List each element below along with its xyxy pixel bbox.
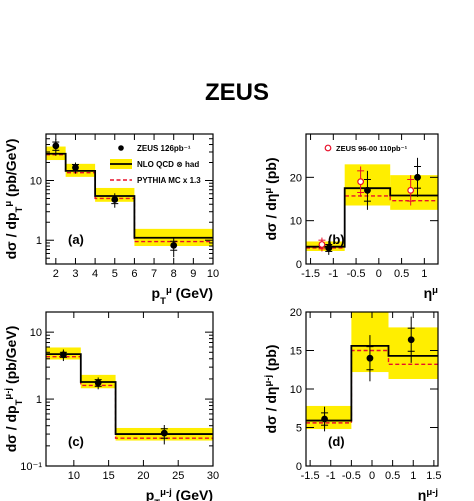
x-tick-label: 4 <box>92 268 98 280</box>
y-tick-label: 1 <box>36 394 42 406</box>
y-tick-label: 10 <box>30 175 42 187</box>
y-tick-label: 10 <box>30 327 42 339</box>
figure-title: ZEUS <box>205 79 269 106</box>
panel-label: (b) <box>328 232 345 247</box>
x-tick-label: 10 <box>207 268 219 280</box>
zeus-point <box>364 186 371 194</box>
y-tick-label: 0 <box>296 259 302 271</box>
y-tick-label: 20 <box>290 307 302 319</box>
legend-marker <box>324 144 332 152</box>
plot-frame <box>45 311 214 467</box>
x-tick-label: -1.5 <box>301 470 320 482</box>
zeus-point <box>170 241 178 249</box>
y-axis-title: dσ / dpTμ (pb/GeV) <box>3 139 25 260</box>
panel-label: (a) <box>68 232 84 247</box>
panel-label: (c) <box>68 434 84 449</box>
x-tick-label: 15 <box>103 470 115 482</box>
zeus-point <box>407 336 415 344</box>
legend-label: NLO QCD ⊗ had <box>137 160 199 169</box>
zeus-96-00-point <box>318 241 326 248</box>
x-tick-label: 2 <box>53 268 59 280</box>
x-axis-title: pTμ-j (GeV) <box>146 487 213 501</box>
pythia-line <box>306 349 438 424</box>
x-tick-label: 1.5 <box>426 470 441 482</box>
zeus-point <box>325 244 333 252</box>
nlo-band-bin <box>388 327 438 379</box>
zeus-point <box>111 196 119 203</box>
zeus-point <box>321 415 328 423</box>
panel-label: (d) <box>328 434 345 449</box>
nlo-band-bin <box>306 405 352 430</box>
y-tick-label: 15 <box>290 346 302 358</box>
legend-label: PYTHIA MC x 1.3 <box>137 176 201 185</box>
x-tick-label: 0.5 <box>394 268 409 280</box>
y-tick-label: 20 <box>290 172 302 184</box>
y-axis-title: dσ / dημ-j (pb) <box>263 345 280 434</box>
x-tick-label: -0.5 <box>342 470 361 482</box>
plot-frame <box>305 133 439 265</box>
panel-a: 2 3 4 5 6 7 8 9 10 1 10 (a) dσ / dpTμ (pb/GeV) pTμ (G… <box>3 133 219 307</box>
zeus-point <box>160 429 168 437</box>
x-tick-label: 10 <box>68 470 80 482</box>
x-tick-label: 1 <box>410 470 416 482</box>
legend-label: ZEUS 126pb⁻¹ <box>137 144 191 153</box>
x-tick-label: -1.5 <box>301 268 320 280</box>
y-tick-label: 1 <box>36 235 42 247</box>
plot-frame <box>45 133 214 265</box>
y-axis-title: dσ / dημ (pb) <box>263 157 280 240</box>
panel-c: 10 15 20 25 30 10⁻¹ 1 10 (c) dσ / dpTμ-j (pb/GeV)… <box>3 311 219 501</box>
zeus-point <box>59 351 67 359</box>
zeus-point <box>72 164 79 171</box>
x-tick-label: 8 <box>171 268 177 280</box>
zeus-96-00-point <box>357 178 365 186</box>
zeus-point <box>366 354 374 362</box>
y-tick-label: 10 <box>290 216 302 228</box>
x-axis-title: pTμ (GeV) <box>152 285 213 307</box>
legend: ZEUS 96-00 110pb⁻¹ <box>324 144 408 153</box>
y-axis-title: dσ / dpTμ-j (pb/GeV) <box>3 326 25 453</box>
x-tick-label: 6 <box>131 268 137 280</box>
nlo-band-bin <box>390 175 438 210</box>
pythia-line <box>46 355 213 439</box>
legend-marker <box>118 145 124 151</box>
x-tick-label: 25 <box>172 470 184 482</box>
x-tick-label: 5 <box>112 268 118 280</box>
zeus-point <box>52 142 60 150</box>
x-tick-label: 3 <box>72 268 78 280</box>
y-tick-label: 10 <box>290 384 302 396</box>
panel-d: -1.5 -1 -0.5 0 0.5 1 1.5 0 5 10 15 20 (d) dσ / dημ-j … <box>263 307 442 501</box>
legend: ZEUS 126pb⁻¹ NLO QCD ⊗ had PYTHIA MC x 1.3 <box>110 144 201 185</box>
y-tick-label: 10⁻¹ <box>20 461 42 473</box>
x-tick-label: 20 <box>137 470 149 482</box>
x-tick-label: 0.5 <box>385 470 400 482</box>
x-tick-label: 30 <box>207 470 219 482</box>
nlo-line <box>46 152 213 239</box>
y-tick-label: 0 <box>296 461 302 473</box>
nlo-line <box>46 353 213 435</box>
x-tick-label: -1 <box>328 268 338 280</box>
x-axis-title: ημ-j <box>418 487 438 501</box>
x-tick-label: -0.5 <box>347 268 366 280</box>
x-tick-label: 9 <box>190 268 196 280</box>
zeus-point <box>414 173 421 181</box>
x-axis-title: ημ <box>424 285 439 302</box>
legend-label: ZEUS 96-00 110pb⁻¹ <box>336 144 408 153</box>
zeus-96-00-point <box>407 186 415 194</box>
x-tick-label: 0 <box>369 470 375 482</box>
x-tick-label: 1 <box>421 268 427 280</box>
x-tick-label: -1 <box>326 470 336 482</box>
x-tick-label: 7 <box>151 268 157 280</box>
y-tick-label: 5 <box>296 423 302 435</box>
x-tick-label: 0 <box>376 268 382 280</box>
zeus-point <box>94 379 102 387</box>
